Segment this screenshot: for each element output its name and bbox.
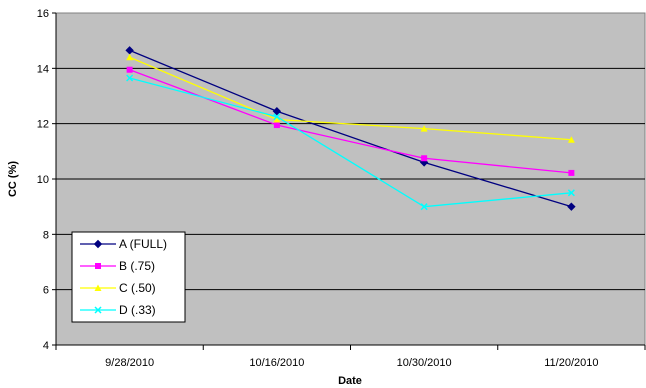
data-point (126, 53, 134, 61)
data-point-stroke (273, 113, 281, 121)
data-point-stroke (126, 74, 134, 82)
data-point (420, 203, 428, 211)
data-point (273, 116, 281, 123)
data-point (126, 74, 134, 82)
x-tick-label: 10/30/2010 (397, 357, 452, 369)
y-tick-label: 8 (43, 229, 49, 241)
legend-entry: A (FULL) (80, 237, 167, 251)
y-tick-label: 4 (43, 340, 49, 352)
series-2 (126, 53, 575, 143)
y-tick-label: 10 (37, 174, 49, 186)
legend-entry: B (.75) (80, 259, 155, 273)
legend-box (71, 231, 186, 323)
series-line (129, 56, 572, 141)
data-point (93, 239, 103, 249)
legend-entry: D (.33) (80, 303, 156, 317)
y-tick-label: 14 (37, 63, 49, 75)
legend-label: C (.50) (119, 281, 156, 295)
x-tick-label: 11/20/2010 (544, 357, 598, 369)
x-tick-label: 9/28/2010 (105, 357, 154, 369)
legend-label: D (.33) (119, 303, 156, 317)
legend-label: B (.75) (119, 259, 155, 273)
series-line (129, 49, 572, 208)
y-tick-label: 6 (43, 285, 49, 297)
legend-entry: C (.50) (80, 281, 156, 295)
x-axis-label: Date (338, 375, 362, 387)
data-point-stroke (567, 189, 575, 197)
series-line (129, 77, 572, 208)
data-point-stroke (420, 203, 428, 211)
data-point (567, 202, 576, 211)
series-3 (126, 74, 575, 211)
data-point (94, 306, 102, 314)
x-tick-label: 10/16/2010 (249, 357, 304, 369)
data-point (126, 66, 133, 73)
data-point-stroke (94, 306, 102, 314)
series-lines (125, 46, 576, 211)
data-point (272, 107, 282, 116)
y-tick-label: 16 (37, 8, 49, 20)
data-point (94, 284, 102, 291)
y-tick-label: 12 (37, 119, 49, 131)
y-axis-ticks: 4 6 8 10 12 14 16 (37, 8, 57, 352)
data-point (567, 189, 575, 197)
legend: A (FULL) B (.75) C (.50) D (.33) (71, 231, 186, 323)
y-axis-label: CC (%) (7, 161, 19, 197)
data-point (421, 155, 428, 162)
data-point (568, 169, 575, 176)
data-point (273, 122, 280, 129)
data-point (567, 136, 575, 143)
data-point (420, 125, 428, 132)
data-point (273, 113, 281, 121)
x-axis-ticks: 9/28/2010 10/16/2010 10/30/2010 11/20/2010 (55, 344, 646, 369)
data-point (95, 263, 101, 269)
legend-label: A (FULL) (119, 237, 167, 251)
